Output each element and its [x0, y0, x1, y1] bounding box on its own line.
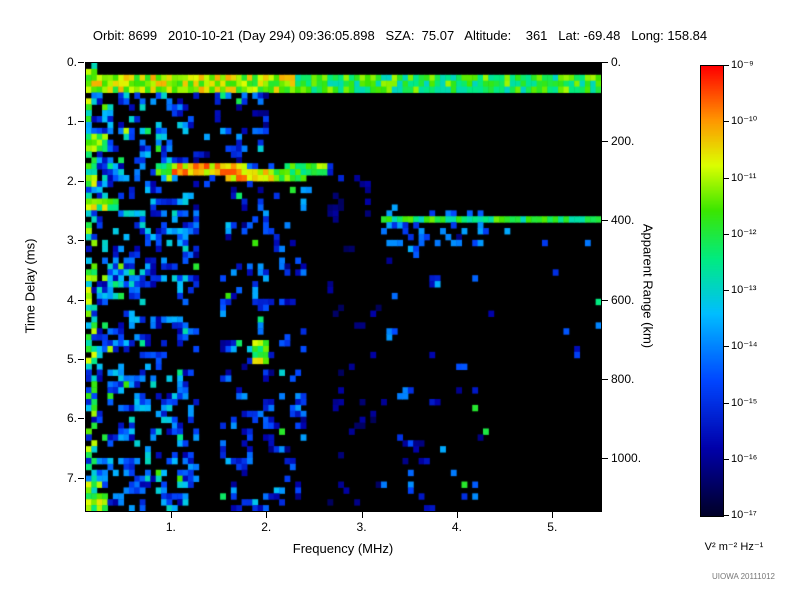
y-tick-label: 3.: [66, 233, 77, 248]
colorbar-unit-label: V² m⁻² Hz⁻¹: [704, 541, 764, 553]
colorbar-tick-label: 10⁻¹³: [731, 284, 757, 296]
colorbar-tick-label: 10⁻⁹: [731, 59, 754, 71]
y-tick-mark: [78, 418, 84, 420]
y2-tick-label: 800.: [611, 371, 635, 386]
y-tick-mark: [78, 180, 84, 182]
y-tick-mark: [78, 240, 84, 242]
x-tick-mark: [170, 512, 172, 518]
y-tick-mark: [78, 121, 84, 123]
y2-tick-mark: [602, 378, 608, 380]
colorbar-tick-label: 10⁻¹⁵: [731, 396, 758, 409]
y-tick-mark: [78, 62, 84, 63]
colorbar-tick-mark: [724, 515, 729, 516]
y-tick-label: 1.: [66, 114, 77, 129]
y-tick-label: 5.: [66, 352, 77, 367]
plot-header-line: Orbit: 8699 2010-10-21 (Day 294) 09:36:0…: [92, 28, 708, 43]
y2-tick-mark: [602, 141, 608, 143]
y2-tick-mark: [602, 299, 608, 301]
credit-watermark: UIOWA 20111012: [712, 572, 775, 581]
x-tick-mark: [456, 512, 458, 518]
colorbar-tick-mark: [724, 346, 729, 348]
spectrogram-plot-area: [85, 62, 602, 512]
colorbar-tick-mark: [724, 177, 729, 179]
x-tick-label: 2.: [261, 520, 272, 534]
y2-tick-label: 0.: [611, 55, 622, 69]
y2-tick-label: 400.: [611, 213, 635, 228]
y-tick-label: 4.: [66, 292, 77, 307]
x-tick-mark: [361, 512, 363, 518]
y-tick-mark: [78, 359, 84, 361]
colorbar-canvas: [701, 66, 723, 516]
y-tick-mark: [78, 477, 84, 479]
spectrogram-canvas: [86, 63, 601, 511]
colorbar-tick-mark: [724, 402, 729, 404]
y-tick-mark: [78, 299, 84, 301]
colorbar-tick-mark: [724, 121, 729, 123]
x-axis-label: Frequency (MHz): [292, 541, 394, 556]
colorbar-tick-label: 10⁻¹⁴: [731, 340, 758, 353]
x-tick-mark: [266, 512, 268, 518]
colorbar: [700, 65, 724, 517]
x-tick-label: 3.: [356, 520, 367, 534]
colorbar-tick-label: 10⁻¹⁰: [731, 115, 758, 128]
colorbar-tick-mark: [724, 233, 729, 235]
colorbar-tick-mark: [724, 65, 729, 66]
y2-tick-mark: [602, 62, 608, 63]
y-tick-label: 0.: [66, 55, 77, 69]
colorbar-tick-label: 10⁻¹²: [731, 227, 757, 240]
colorbar-tick-mark: [724, 458, 729, 460]
y-tick-label: 7.: [66, 470, 77, 485]
x-tick-label: 1.: [165, 520, 176, 534]
y-tick-label: 6.: [66, 411, 77, 426]
y2-tick-label: 1000.: [611, 451, 642, 466]
x-tick-label: 4.: [451, 520, 462, 534]
y2-tick-mark: [602, 220, 608, 222]
x-tick-mark: [552, 512, 554, 518]
colorbar-tick-label: 10⁻¹⁷: [731, 509, 757, 521]
y2-tick-label: 200.: [611, 134, 635, 149]
y2-tick-mark: [602, 458, 608, 460]
y2-tick-label: 600.: [611, 292, 635, 307]
x-tick-label: 5.: [547, 520, 558, 534]
y2-axis-label: Apparent Range (km): [640, 223, 656, 349]
colorbar-tick-mark: [724, 290, 729, 291]
y-axis-label: Time Delay (ms): [22, 238, 38, 334]
y-tick-label: 2.: [66, 173, 77, 188]
colorbar-tick-label: 10⁻¹¹: [731, 171, 757, 184]
colorbar-tick-label: 10⁻¹⁶: [731, 452, 758, 465]
